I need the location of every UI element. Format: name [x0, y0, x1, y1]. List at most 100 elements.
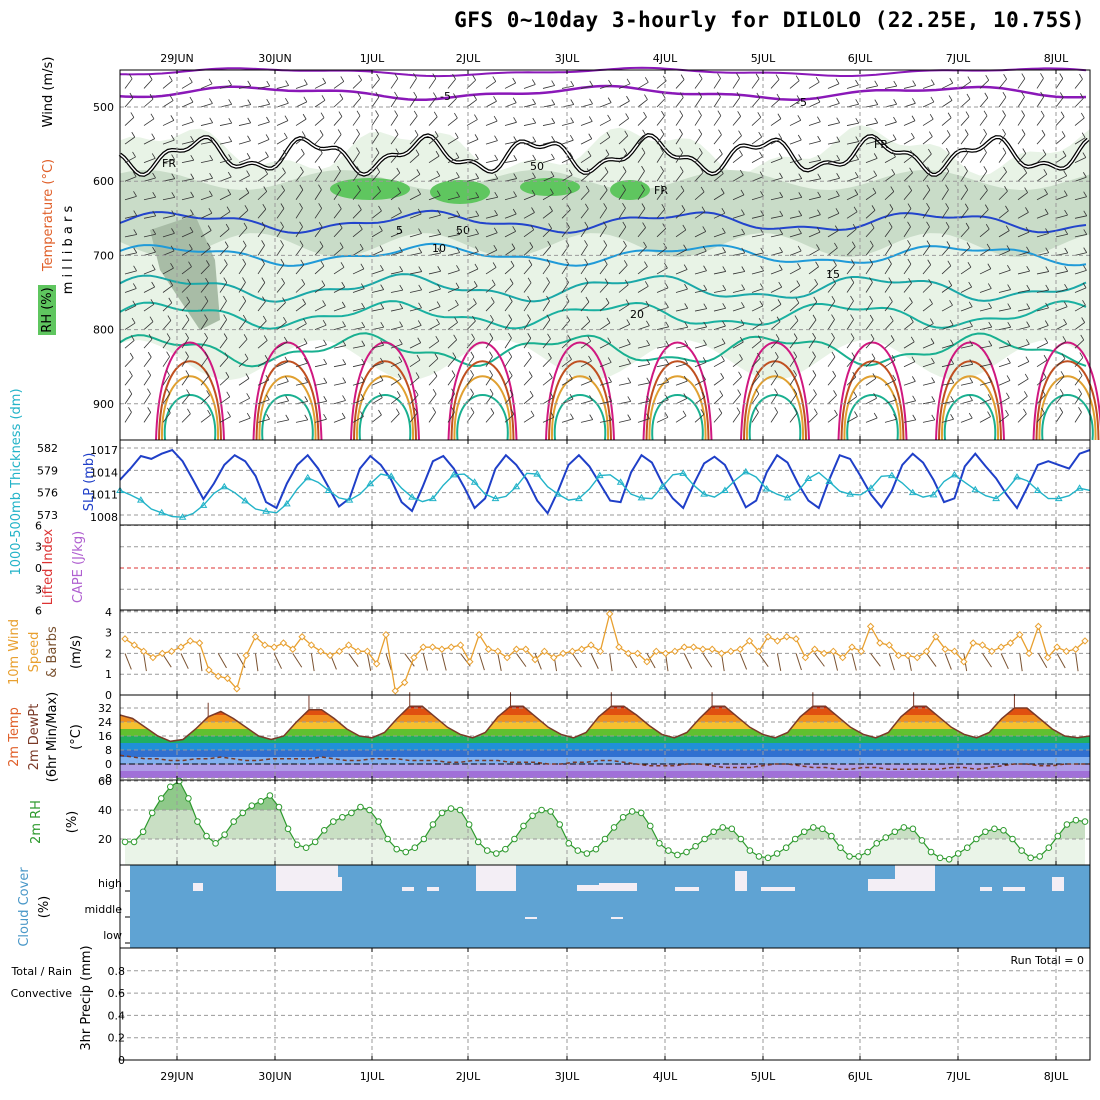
wind-barb	[732, 233, 745, 238]
wind-barb	[698, 128, 703, 135]
wind-barb	[979, 307, 992, 312]
wind-barb	[855, 136, 860, 142]
wind-barb	[808, 356, 816, 367]
wind-barb	[257, 418, 270, 423]
wind-barb	[314, 265, 325, 275]
wind-barb	[341, 281, 346, 288]
wind-barb	[299, 221, 303, 228]
cloud-axis-label-1: Cloud Cover	[17, 867, 32, 947]
wind-speed-marker	[317, 647, 325, 656]
wind-barb	[247, 135, 251, 141]
wind-barb	[200, 83, 213, 89]
rh-marker	[719, 824, 727, 831]
wind-barb	[416, 169, 421, 175]
wind-barb	[1004, 186, 1008, 192]
wind-barb	[983, 110, 988, 117]
wind-barb	[276, 341, 288, 349]
wind-barb	[770, 375, 779, 386]
wind-barb-surface	[1019, 653, 1023, 672]
wind-barb	[380, 340, 384, 346]
wind-barb	[808, 319, 817, 330]
rh-marker	[302, 844, 310, 852]
wind-barb	[532, 172, 536, 178]
wind-barb	[713, 173, 724, 182]
wind-speed-marker	[577, 645, 586, 653]
wind-barb	[888, 258, 892, 265]
wind-barb	[945, 184, 949, 190]
wind-barb	[1017, 192, 1028, 201]
wind-barb	[929, 114, 934, 120]
wind-barb	[606, 317, 611, 324]
wind-barb	[390, 172, 401, 182]
diurnal-contour	[1035, 360, 1100, 441]
thickness-marker	[575, 494, 583, 502]
wind-barb	[998, 397, 1010, 405]
wind-barb	[751, 322, 763, 330]
wind-barb	[124, 234, 137, 238]
wind-barb	[333, 98, 344, 108]
wind-barb	[561, 122, 574, 126]
wind-barb	[1017, 361, 1030, 368]
wind-barb	[998, 250, 1011, 256]
wind-barb	[1059, 73, 1064, 79]
rh-marker	[248, 802, 256, 809]
wind-barb	[129, 370, 133, 377]
rh-marker	[556, 821, 564, 828]
wind-barb	[561, 282, 569, 293]
wind-barb	[736, 407, 741, 413]
wind-barb	[979, 381, 992, 386]
wind-barb	[737, 111, 742, 117]
wind-barb	[570, 117, 574, 123]
rh-tick-label: 60	[98, 775, 112, 788]
wind-barb	[523, 376, 533, 386]
wind-barb	[656, 133, 665, 145]
rh-marker	[1036, 853, 1044, 860]
wind-barb	[219, 357, 229, 367]
wind-barb	[1017, 231, 1030, 238]
wind-barb	[569, 393, 574, 400]
wind-barb	[295, 323, 307, 330]
wind-barb	[1074, 412, 1082, 423]
wind-barb	[817, 173, 822, 179]
wind-barb	[529, 390, 534, 397]
thickness-marker	[491, 494, 500, 502]
cloud-middle-bar	[525, 917, 537, 919]
wind-barb	[1074, 137, 1086, 145]
wind-barb	[245, 373, 250, 379]
wind-barb	[523, 212, 535, 219]
wind-barb	[371, 414, 382, 423]
wind-barb	[485, 100, 497, 108]
wind-barb	[1005, 409, 1009, 416]
wind-barb	[816, 244, 820, 250]
wind-barb	[599, 119, 611, 126]
wind-barb	[969, 395, 973, 401]
wind-barb	[585, 185, 590, 192]
wind-barb	[1064, 247, 1069, 254]
wind-barb	[242, 258, 246, 265]
wind-barb	[751, 288, 764, 293]
wind-barb	[969, 377, 974, 383]
wind-barb	[390, 378, 402, 386]
wind-barb	[751, 340, 762, 349]
wind-barb	[701, 391, 706, 398]
wind-barb	[485, 393, 494, 405]
wind-barb	[603, 184, 608, 191]
wind-barb	[1017, 96, 1025, 108]
wind-barb	[466, 374, 474, 386]
wind-barb	[394, 129, 399, 135]
wind-barb-surface	[776, 653, 782, 671]
wind-barb	[1042, 149, 1047, 155]
wind-barb	[607, 114, 611, 121]
wind-barb	[865, 140, 878, 145]
wind-barb	[238, 209, 249, 219]
wind-barb	[181, 319, 190, 330]
wind-barb	[779, 191, 784, 198]
wind-barb	[428, 195, 441, 201]
wind-barb-surface	[795, 653, 802, 671]
wind-barb	[1055, 78, 1064, 89]
wind-barb	[979, 248, 991, 256]
wind-barb	[1024, 187, 1028, 193]
wind-barb	[903, 85, 916, 89]
wind-barb	[414, 389, 419, 396]
wind-barb	[983, 166, 988, 172]
